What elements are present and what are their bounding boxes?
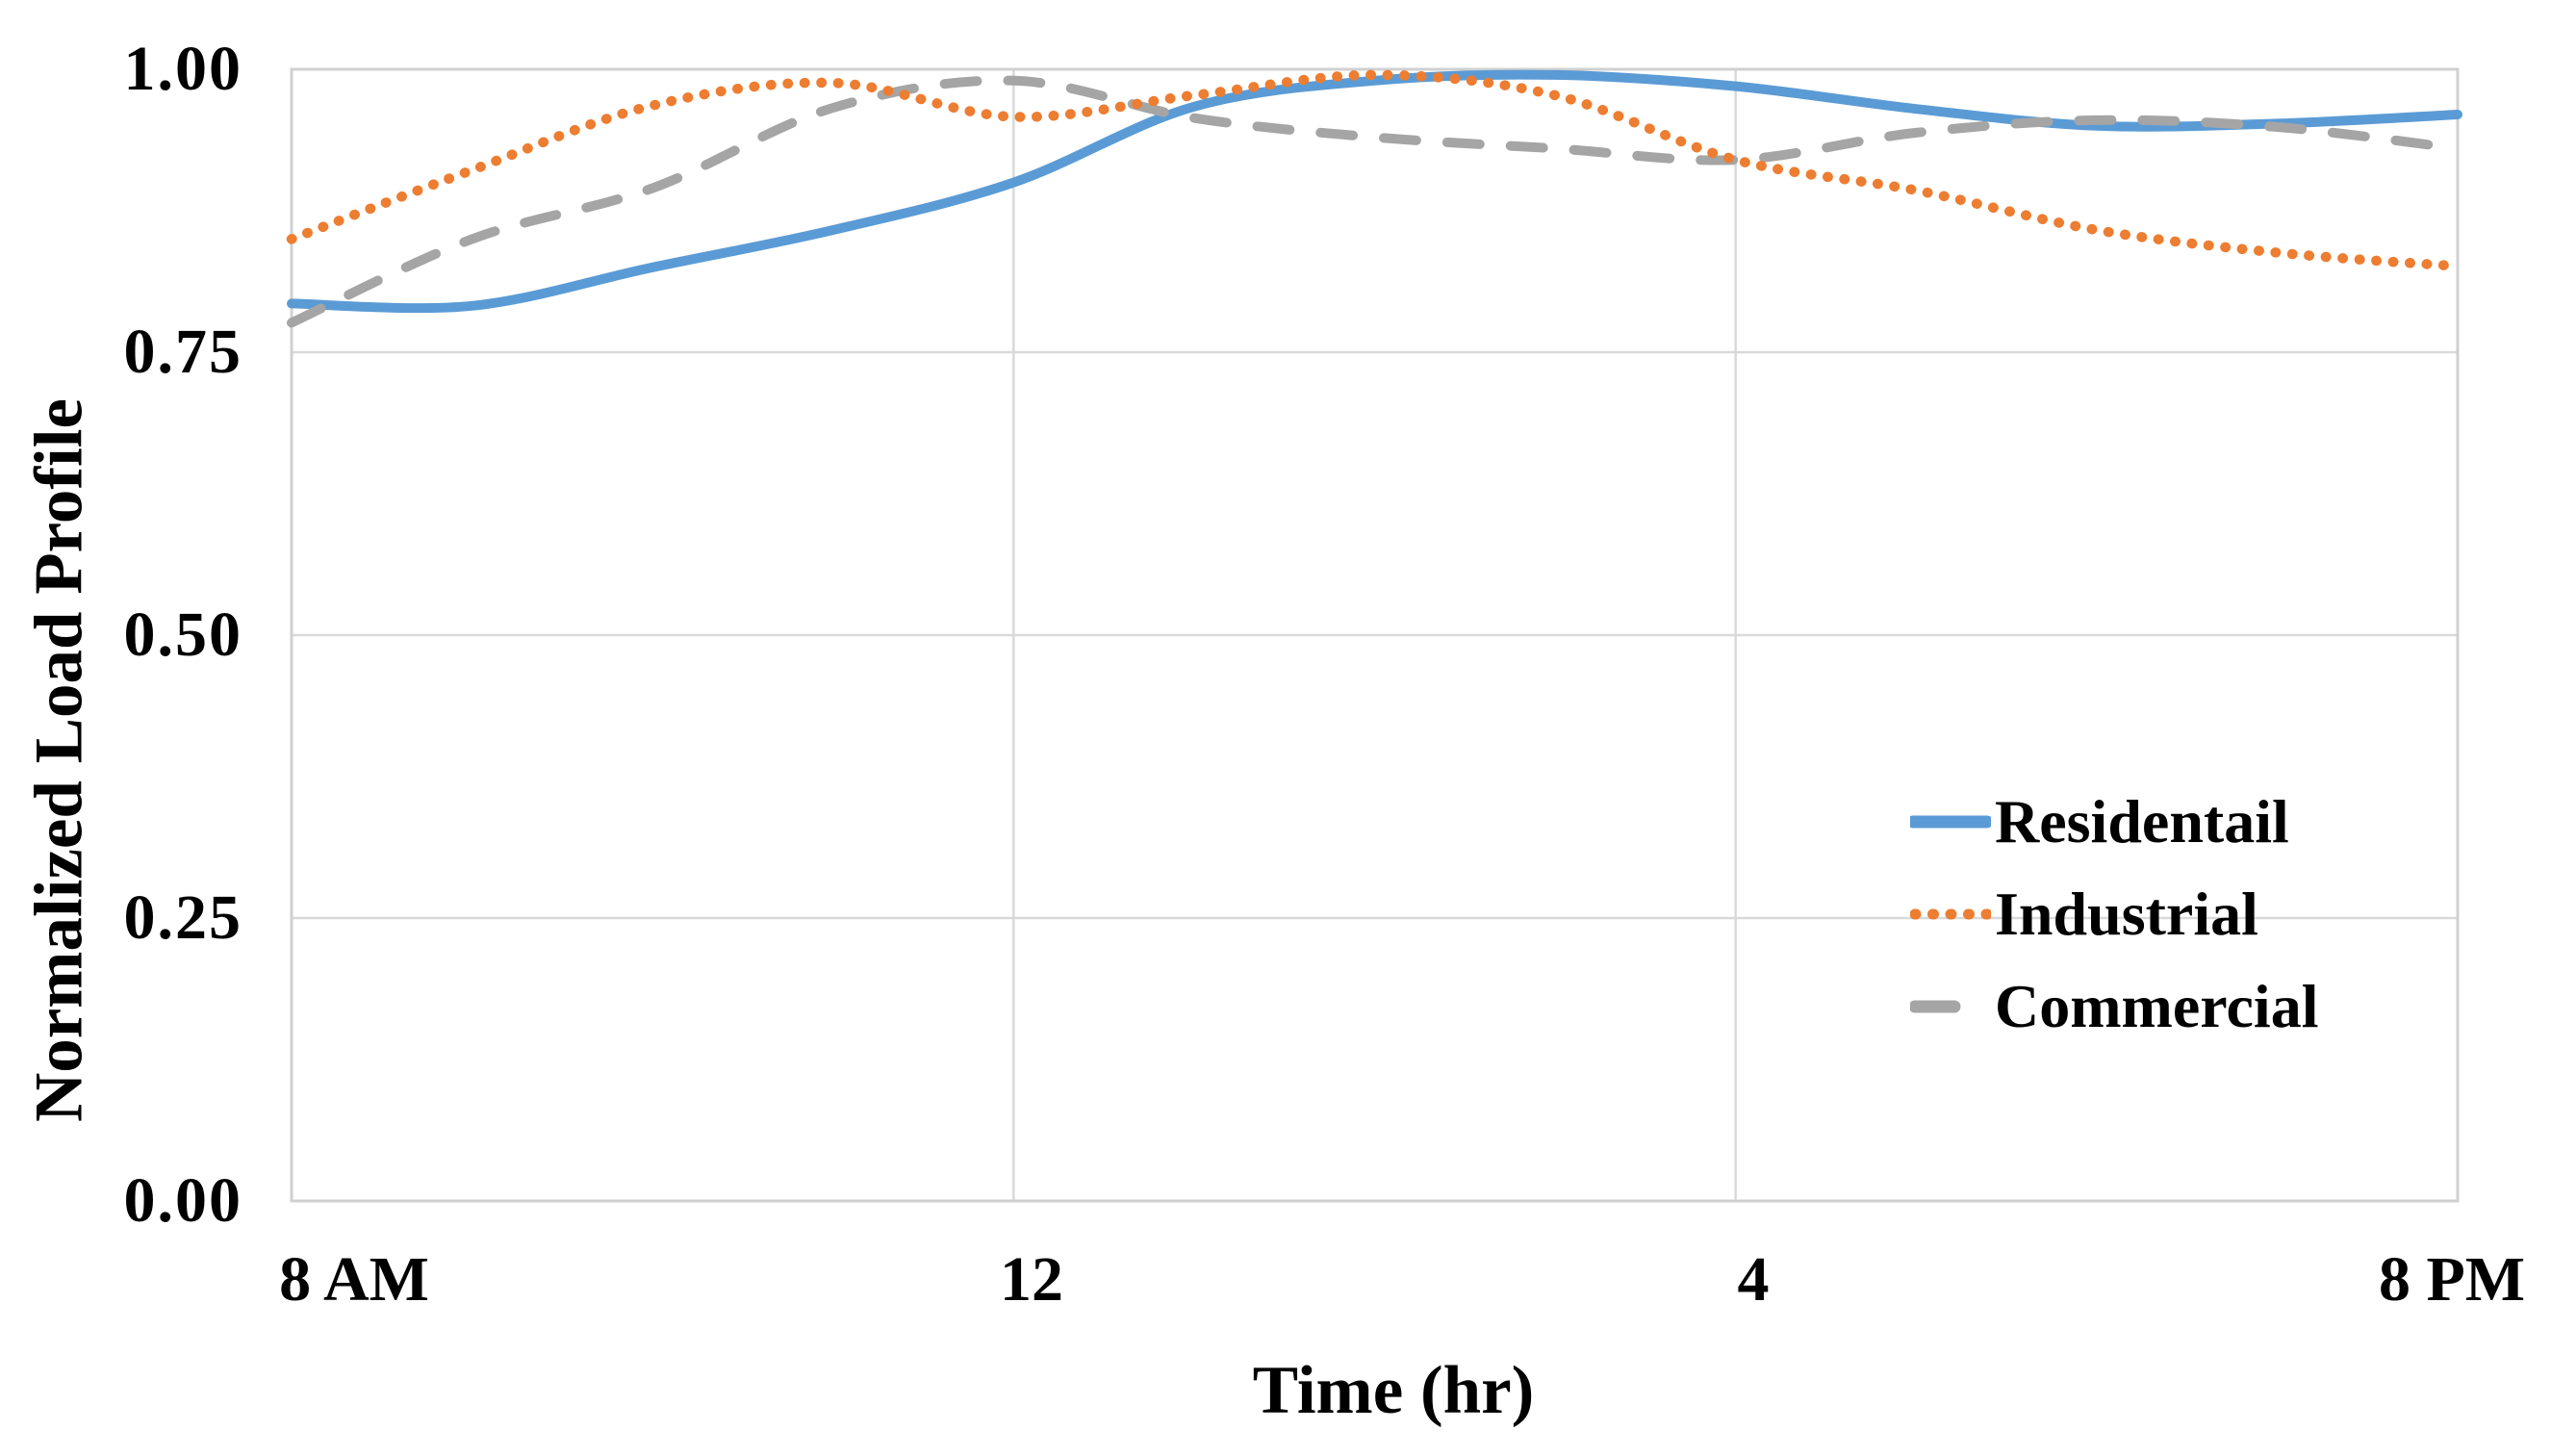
x-axis-title: Time (hr) bbox=[1252, 1353, 1535, 1428]
legend-label: Residentail bbox=[1995, 787, 2289, 856]
legend-item-residential: Residentail bbox=[1910, 776, 2318, 868]
commercial-line bbox=[287, 75, 2462, 328]
gridlines bbox=[292, 69, 2458, 1201]
industrial-legend-marker-icon bbox=[1910, 908, 1991, 920]
legend-label: Commercial bbox=[1995, 972, 2319, 1040]
y-tick-label-1.00: 1.00 bbox=[123, 34, 242, 104]
chart-legend: Residentail Industrial Commercial bbox=[1910, 776, 2318, 1053]
x-tick-label-12: 12 bbox=[1000, 1244, 1063, 1315]
x-tick-label-8pm: 8 PM bbox=[2378, 1244, 2526, 1315]
commercial-legend-marker-icon bbox=[1910, 1000, 1961, 1013]
legend-item-commercial: Commercial bbox=[1910, 960, 2318, 1053]
residential-legend-marker-icon bbox=[1910, 815, 1991, 829]
legend-label: Industrial bbox=[1995, 880, 2258, 948]
x-tick-label-4: 4 bbox=[1737, 1244, 1770, 1315]
industrial-line bbox=[286, 69, 2463, 271]
legend-item-industrial: Industrial bbox=[1910, 868, 2318, 960]
y-tick-label-0.25: 0.25 bbox=[123, 882, 242, 953]
y-tick-label-0.75: 0.75 bbox=[123, 317, 242, 387]
y-tick-label-0.50: 0.50 bbox=[123, 600, 242, 670]
y-tick-label-0.00: 0.00 bbox=[123, 1165, 242, 1236]
x-tick-label-8am: 8 AM bbox=[279, 1244, 429, 1315]
plot-area-border bbox=[290, 67, 2460, 1203]
residential-line bbox=[287, 69, 2462, 314]
y-axis-title: Normalized Load Profile bbox=[21, 398, 97, 1122]
